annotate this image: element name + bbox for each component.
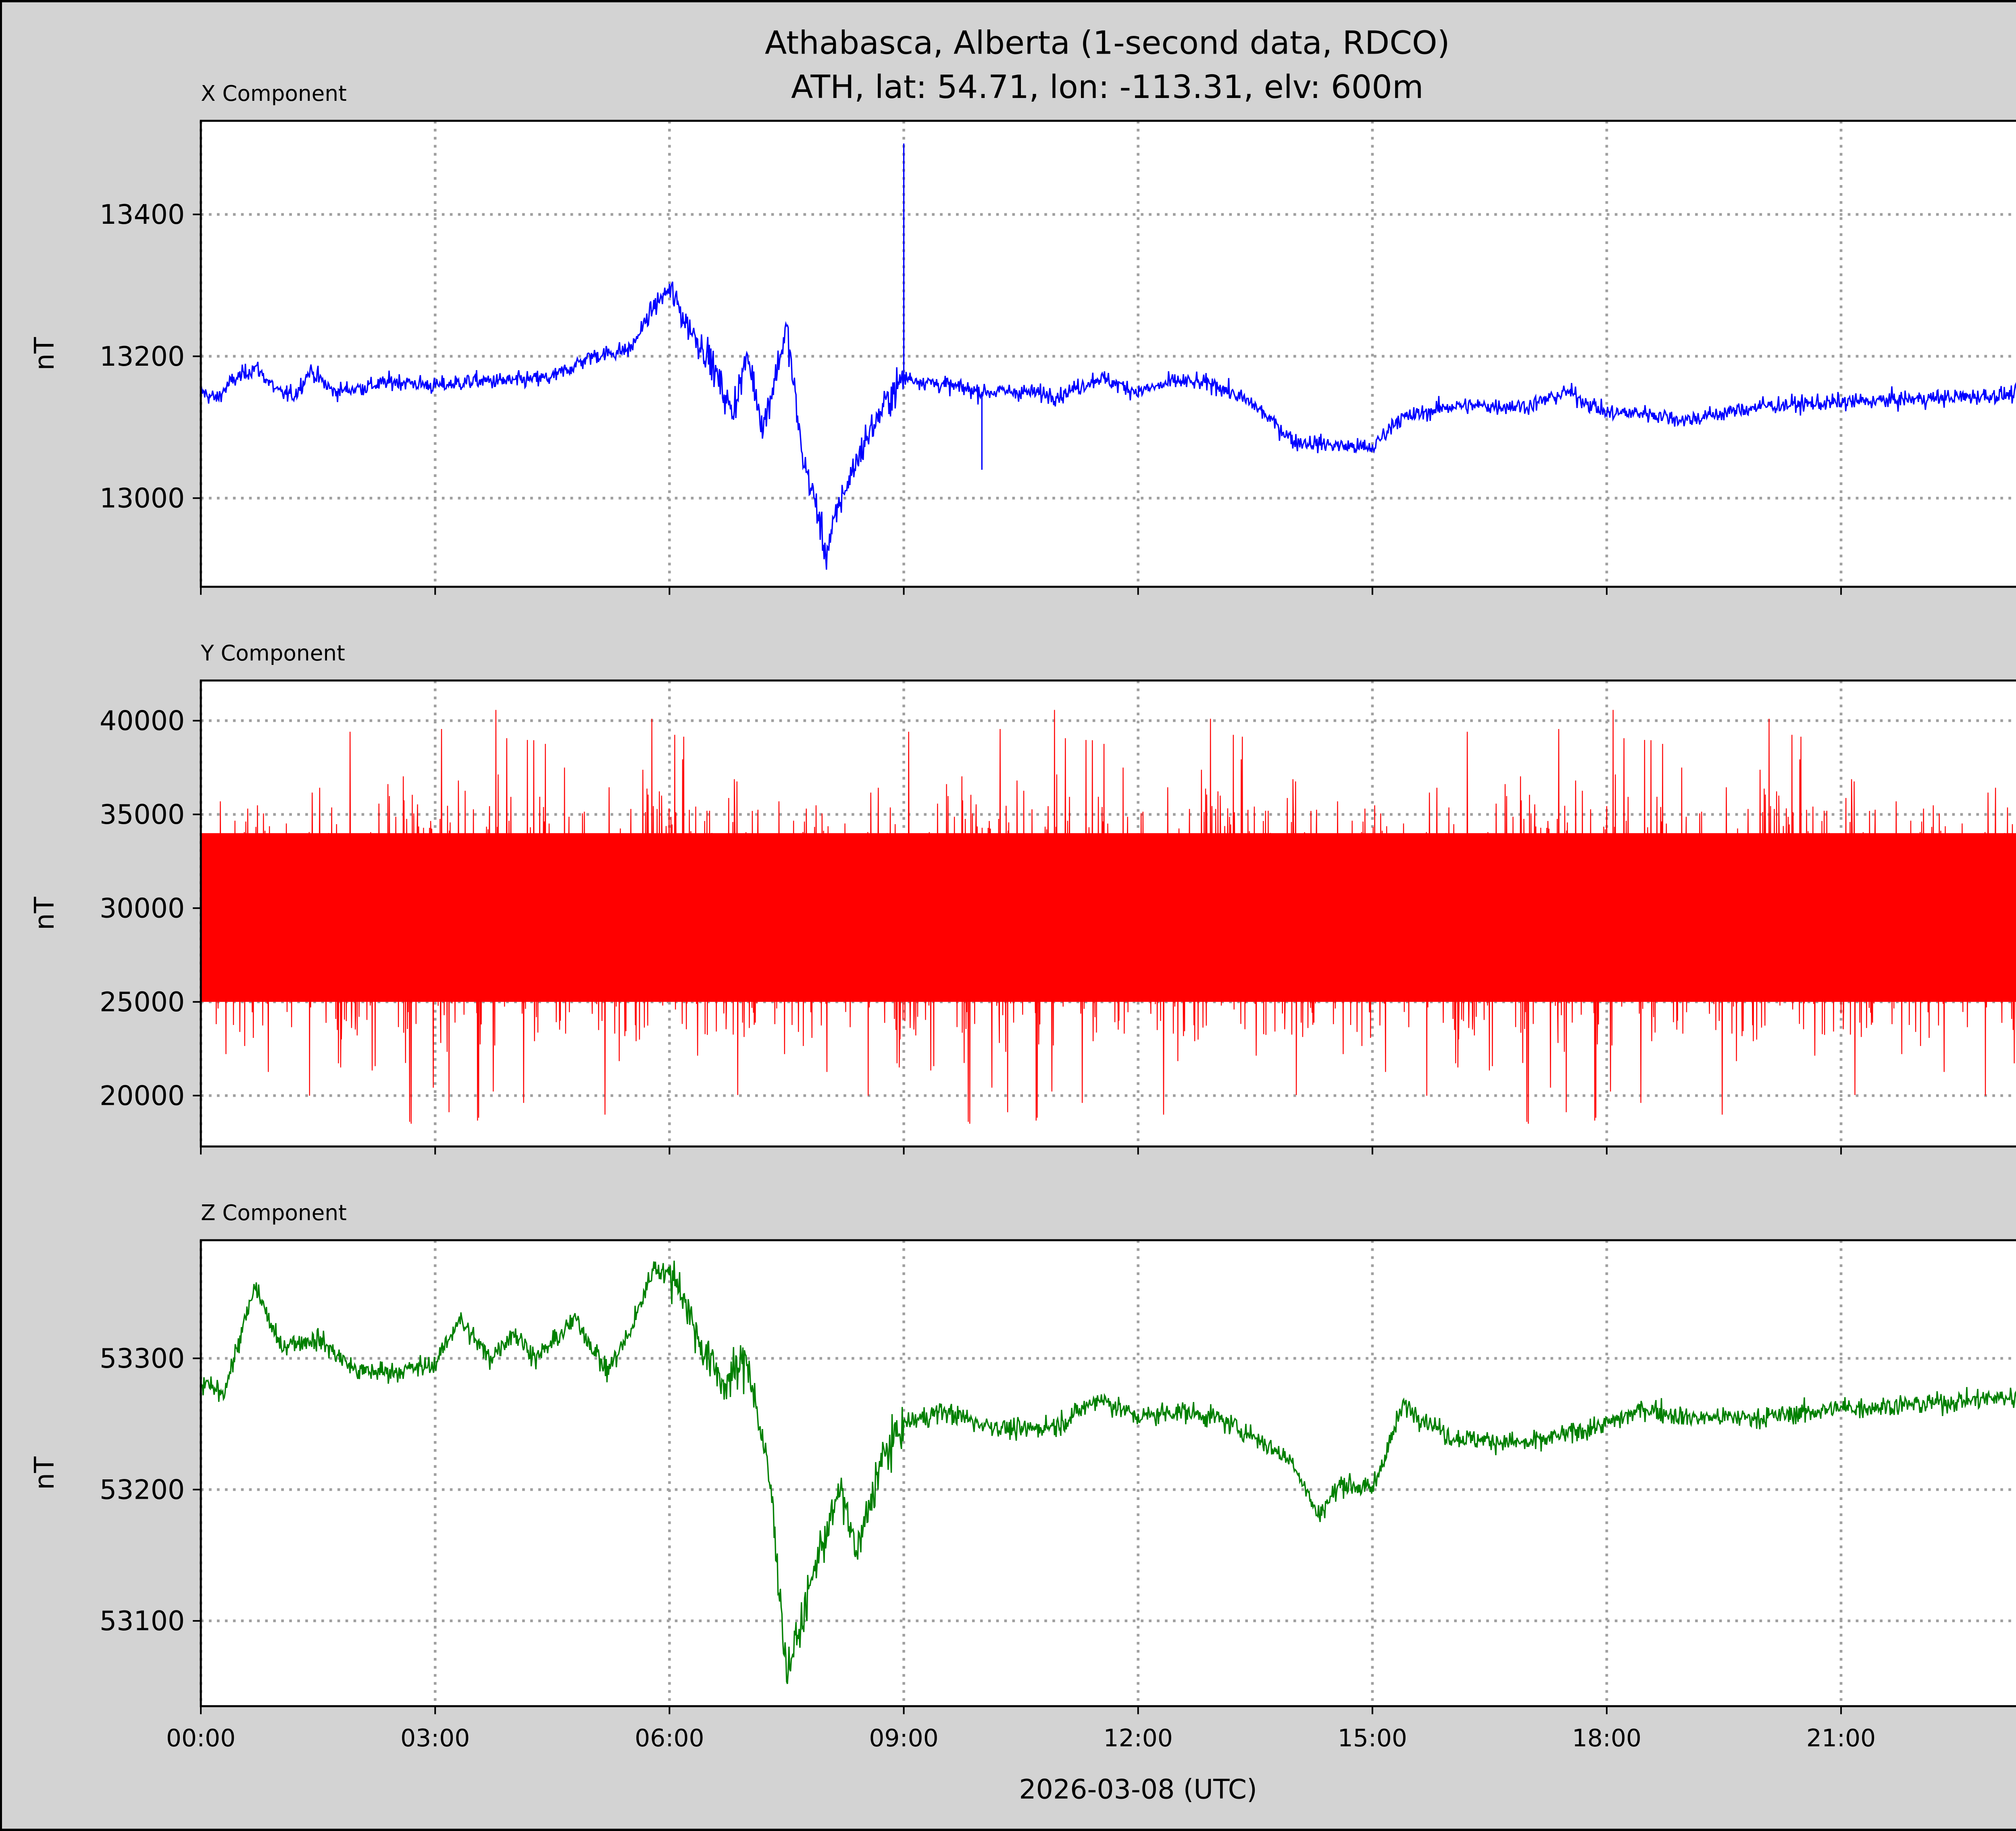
x-tick-label: 09:00 <box>869 1725 938 1752</box>
y-tick-label: 20000 <box>100 1080 185 1111</box>
y-tick-label: 35000 <box>100 799 185 830</box>
plot-area <box>201 1240 2016 1706</box>
y-axis-label: nT <box>29 897 60 930</box>
panel-title: Z Component <box>201 1200 347 1225</box>
x-tick-label: 00:00 <box>166 1725 235 1752</box>
y-tick-label: 13000 <box>100 483 185 514</box>
x-axis-label: 2026-03-08 (UTC) <box>1019 1774 1257 1805</box>
panel-title: X Component <box>201 81 347 106</box>
y-tick-label: 53100 <box>100 1605 185 1637</box>
series-line <box>200 1260 2016 1684</box>
y-tick-label: 13400 <box>100 199 185 230</box>
x-tick-label: 18:00 <box>1572 1725 1641 1752</box>
x-tick-label: 06:00 <box>635 1725 704 1752</box>
y-axis-label: nT <box>29 1456 60 1490</box>
y-tick-label: 30000 <box>100 892 185 924</box>
series-line <box>200 143 2016 570</box>
chart-title: Athabasca, Alberta (1-second data, RDCO) <box>765 24 1450 62</box>
chart-subtitle: ATH, lat: 54.71, lon: -113.31, elv: 600m <box>791 68 1423 106</box>
plot-frame <box>200 120 2016 588</box>
x-tick-label: 03:00 <box>400 1725 470 1752</box>
panel-title: Y Component <box>200 641 345 666</box>
y-tick-label: 53300 <box>100 1343 185 1374</box>
panel-x-component: X Component nT 13000 13200 13400 <box>29 81 2016 595</box>
plot-frame <box>200 679 2016 1148</box>
y-tick-label: 25000 <box>100 986 185 1018</box>
y-tick-label: 40000 <box>100 705 185 737</box>
panel-z-component: Z Component nT 00:00 03:00 06:00 09:00 12:00 15… <box>29 1200 2016 1752</box>
x-tick-label: 21:00 <box>1806 1725 1876 1752</box>
x-tick-label: 12:00 <box>1104 1725 1173 1752</box>
y-axis-label: nT <box>29 337 60 371</box>
series-line <box>200 710 2016 1124</box>
plot-frame <box>200 1239 2016 1707</box>
panel-y-component: Y Component nT 20000 25000 30000 35000 40000 <box>29 641 2016 1155</box>
x-tick-label: 15:00 <box>1338 1725 1407 1752</box>
y-tick-label: 53200 <box>100 1474 185 1506</box>
plot-area <box>201 121 2016 587</box>
y-tick-label: 13200 <box>100 341 185 372</box>
